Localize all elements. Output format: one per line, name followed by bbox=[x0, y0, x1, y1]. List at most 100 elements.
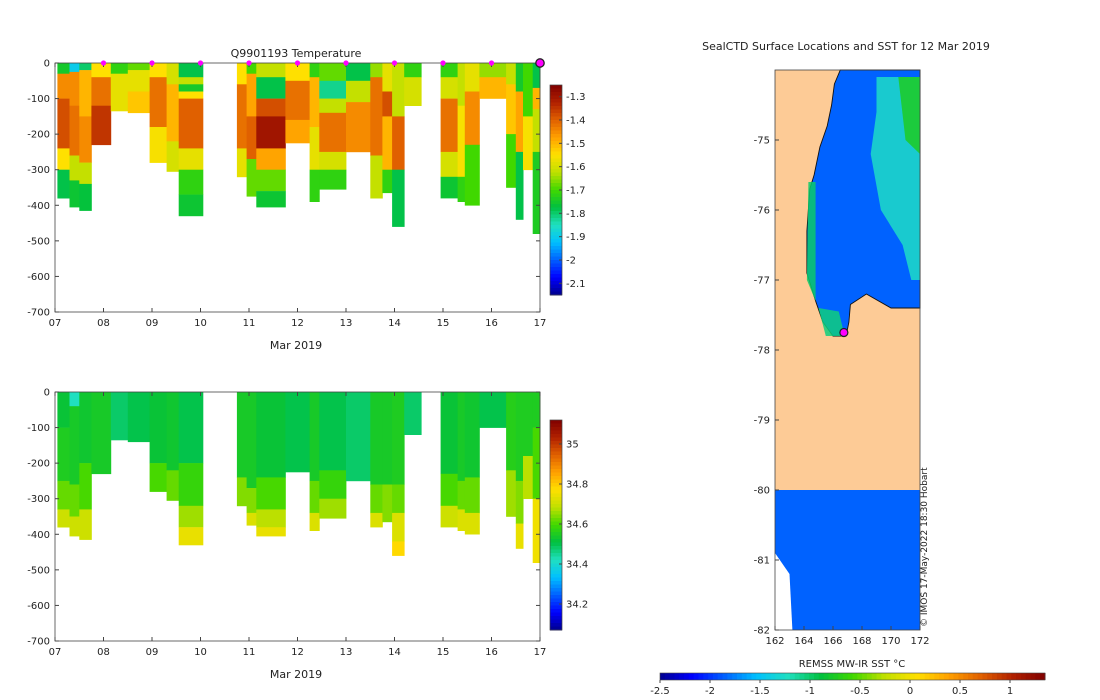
temperature-cell bbox=[57, 73, 70, 99]
sst-colorbar-band bbox=[708, 673, 714, 680]
salinity-cell bbox=[149, 392, 167, 464]
temperature-cell bbox=[246, 73, 257, 117]
profile-marker bbox=[440, 60, 446, 66]
salinity-cell bbox=[392, 392, 405, 485]
temperature-x-tick-label: 13 bbox=[340, 318, 353, 329]
salinity-colorbar-band bbox=[550, 619, 562, 624]
temperature-colorbar-band bbox=[550, 228, 562, 233]
salinity-colorbar-band bbox=[550, 500, 562, 505]
profile-marker bbox=[197, 60, 204, 66]
temperature-colorbar-band bbox=[550, 207, 562, 212]
salinity-cell bbox=[464, 392, 480, 478]
temperature-colorbar-tick-label: -1.6 bbox=[566, 162, 586, 173]
map-x-tick-label: 168 bbox=[852, 636, 871, 647]
salinity-x-tick-label: 08 bbox=[97, 647, 110, 658]
temperature-colorbar-band bbox=[550, 267, 562, 271]
seal-location-marker bbox=[839, 327, 849, 338]
salinity-cell bbox=[69, 392, 80, 407]
sst-colorbar-band bbox=[866, 673, 873, 680]
map-x-tick-label: 164 bbox=[794, 636, 813, 647]
salinity-colorbar-band bbox=[550, 472, 562, 477]
temperature-colorbar-band bbox=[550, 200, 562, 205]
temperature-colorbar-band bbox=[550, 148, 562, 152]
temperature-colorbar-band bbox=[550, 179, 562, 184]
sst-colorbar-band bbox=[780, 673, 786, 680]
temperature-cell bbox=[532, 151, 541, 234]
sst-colorbar-band bbox=[660, 673, 666, 680]
salinity-cell bbox=[319, 470, 347, 500]
sst-colorbar-frame bbox=[659, 672, 1046, 681]
temperature-cell bbox=[69, 155, 80, 181]
temperature-cell bbox=[178, 77, 204, 85]
temperature-cell bbox=[91, 63, 112, 78]
sst-colorbar-band bbox=[761, 673, 767, 680]
temperature-cell bbox=[440, 151, 458, 178]
temperature-cell bbox=[236, 148, 247, 178]
salinity-colorbar-band bbox=[550, 560, 562, 564]
salinity-cell bbox=[392, 512, 405, 542]
salinity-cell bbox=[532, 392, 541, 428]
temperature-colorbar-band bbox=[550, 155, 562, 159]
temperature-colorbar-band bbox=[550, 99, 562, 103]
sst-colorbar-band bbox=[799, 673, 805, 680]
temperature-x-tick-label: 14 bbox=[388, 318, 401, 329]
map-x-tick-label: 166 bbox=[823, 636, 842, 647]
temperature-cell bbox=[166, 84, 180, 142]
salinity-cell bbox=[149, 463, 167, 492]
profile-marker bbox=[343, 60, 349, 66]
salinity-cell bbox=[506, 392, 517, 471]
temperature-cell bbox=[532, 109, 541, 153]
temperature-cell bbox=[91, 77, 112, 106]
temperature-cell bbox=[506, 63, 517, 85]
temperature-cell bbox=[319, 80, 347, 99]
temperature-y-tick-label: 0 bbox=[44, 59, 50, 70]
salinity-cell bbox=[392, 541, 405, 556]
salinity-colorbar-band bbox=[550, 451, 562, 456]
salinity-y-tick-label: -200 bbox=[27, 459, 50, 470]
current-profile-marker bbox=[535, 58, 545, 68]
salinity-colorbar-band bbox=[550, 497, 562, 501]
salinity-colorbar-band bbox=[550, 441, 562, 445]
salinity-cell bbox=[370, 512, 383, 528]
salinity-colorbar-band bbox=[550, 455, 562, 459]
temperature-cell bbox=[319, 151, 347, 170]
temperature-cell bbox=[149, 127, 167, 163]
temperature-cell bbox=[523, 116, 534, 171]
temperature-cell bbox=[246, 159, 257, 197]
sst-colorbar-band bbox=[939, 673, 945, 680]
sst-colorbar-band bbox=[669, 673, 675, 680]
salinity-colorbar-band bbox=[550, 511, 562, 515]
sst-colorbar-band bbox=[698, 673, 704, 680]
temperature-cell bbox=[440, 63, 458, 78]
salinity-cell bbox=[127, 392, 150, 443]
temperature-cell bbox=[285, 119, 310, 144]
sst-colorbar-band bbox=[804, 673, 810, 680]
sst-colorbar-band bbox=[684, 673, 690, 680]
temperature-cell bbox=[404, 63, 422, 78]
temperature-colorbar-band bbox=[550, 123, 562, 128]
temperature-colorbar-band bbox=[550, 197, 562, 201]
temperature-colorbar-tick-label: -2.1 bbox=[566, 279, 586, 290]
temperature-colorbar-band bbox=[550, 141, 562, 145]
temperature-cell bbox=[319, 98, 347, 114]
salinity-cell bbox=[440, 473, 458, 507]
temperature-x-tick-label: 09 bbox=[146, 318, 159, 329]
salinity-colorbar-band bbox=[550, 553, 562, 557]
salinity-colorbar-band bbox=[550, 584, 562, 589]
temperature-colorbar-band bbox=[550, 95, 562, 100]
temperature-cell bbox=[506, 134, 517, 188]
salinity-colorbar: 35 34.8 34.6 34.4 34.2 bbox=[549, 419, 588, 631]
salinity-x-tick-label: 10 bbox=[194, 647, 207, 658]
temperature-cell bbox=[246, 116, 257, 160]
temperature-colorbar-band bbox=[550, 190, 562, 194]
sst-colorbar-band bbox=[789, 673, 796, 680]
salinity-colorbar-band bbox=[550, 493, 562, 498]
temperature-colorbar-band bbox=[550, 274, 562, 278]
salinity-x-tick-label: 12 bbox=[291, 647, 304, 658]
temperature-cell bbox=[370, 63, 383, 78]
temperature-cell bbox=[110, 73, 129, 112]
temperature-colorbar-tick-label: -1.7 bbox=[566, 186, 586, 197]
sst-colorbar-band bbox=[679, 673, 685, 680]
temperature-y-tick-label: -400 bbox=[27, 201, 50, 212]
